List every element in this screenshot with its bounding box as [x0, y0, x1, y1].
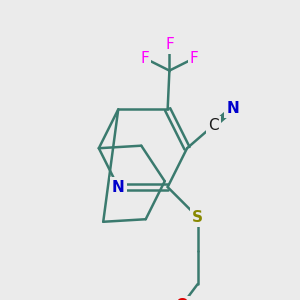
- Text: F: F: [190, 51, 199, 66]
- Text: N: N: [112, 180, 124, 195]
- Text: O: O: [175, 298, 188, 300]
- Text: N: N: [226, 101, 239, 116]
- Text: S: S: [192, 210, 203, 225]
- Text: F: F: [140, 51, 149, 66]
- Text: C: C: [208, 118, 219, 133]
- Text: F: F: [165, 37, 174, 52]
